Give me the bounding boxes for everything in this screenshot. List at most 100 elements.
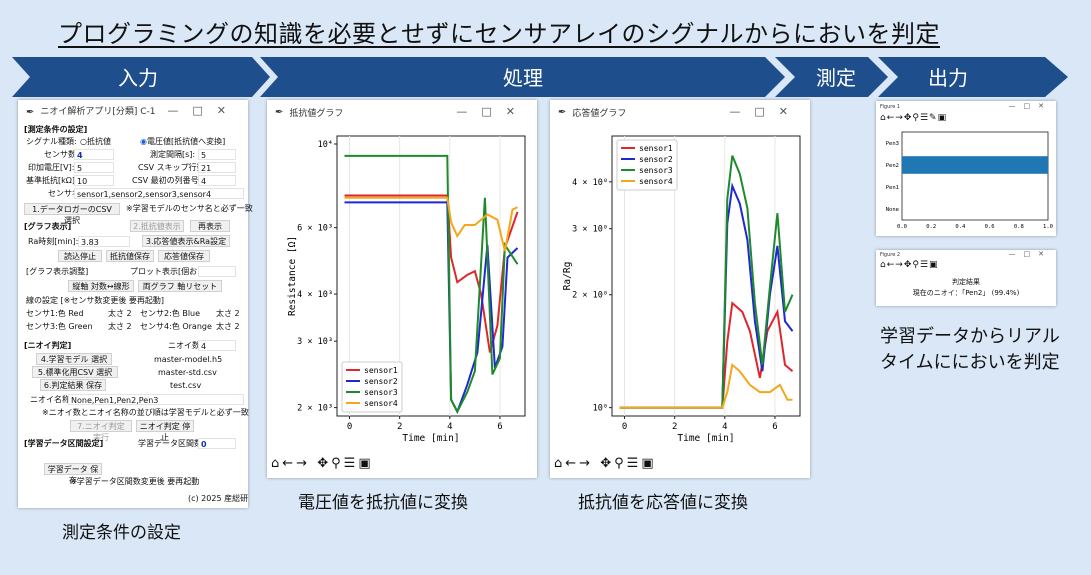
save-result-button[interactable]: 6.判定結果 保存	[40, 379, 106, 391]
stop-read-button[interactable]: 読込停止	[58, 250, 102, 262]
save-icon[interactable]: ▣	[937, 113, 948, 123]
redraw-button[interactable]: 再表示	[190, 220, 230, 232]
sensor1-width-field[interactable]: 太さ 2	[106, 308, 136, 319]
sensor2-color-field[interactable]: センサ2:色 Blue	[138, 308, 208, 319]
pan-icon[interactable]: ✥	[903, 260, 913, 270]
run-judge-button[interactable]: 7.ニオイ判定 実行	[70, 420, 132, 442]
series-line-sensor4	[344, 196, 518, 252]
sensor-names-field[interactable]: sensor1,sensor2,sensor3,sensor4	[74, 188, 244, 199]
plot-toolbar[interactable]: ⌂←→ ✥⚲☰▣	[271, 456, 374, 471]
app-titlebar: ✒ ニオイ解析アプリ[分類] C-1 —□✕	[18, 100, 248, 124]
home-icon[interactable]: ⌂	[271, 456, 283, 471]
line-setting-label: 線の設定 [※センサ数変更後 要再起動]	[26, 296, 165, 305]
plot-toolbar[interactable]: ⌂←→✥⚲☰▣	[880, 260, 939, 270]
response-show-button[interactable]: 3.応答値表示&Ra設定	[142, 235, 230, 247]
settings-icon[interactable]: ☰	[919, 260, 930, 270]
series-line-sensor1	[619, 301, 794, 409]
save-resist-button[interactable]: 抵抗値保存	[106, 250, 154, 262]
window-controls[interactable]: —□✕	[729, 105, 802, 118]
forward-icon[interactable]: →	[296, 456, 311, 471]
back-icon[interactable]: ←	[886, 113, 896, 123]
settings-icon[interactable]: ☰	[919, 113, 930, 123]
zoom-icon[interactable]: ⚲	[912, 260, 920, 270]
vert-axis-toggle-button[interactable]: 縦軸 対数↔線形	[68, 280, 134, 292]
sensor1-color-field[interactable]: センサ1:色 Red	[24, 308, 104, 319]
bar-category-label: None	[886, 207, 899, 213]
bar-category-label: Pen2	[886, 163, 899, 169]
y-tick-label: 3 × 10³	[297, 337, 333, 347]
bar-x-tick-label: 0.4	[955, 224, 966, 230]
sensor3-color-field[interactable]: センサ3:色 Green	[24, 321, 104, 332]
forward-icon[interactable]: →	[579, 456, 594, 471]
voltage-field[interactable]: 5	[74, 162, 114, 173]
ra-time-label: Ra時刻[min]:	[28, 237, 79, 246]
save-icon[interactable]: ▣	[929, 260, 939, 270]
zoom-icon[interactable]: ⚲	[331, 456, 344, 471]
copyright: (c) 2025 産総研	[188, 494, 249, 503]
zoom-icon[interactable]: ⚲	[614, 456, 627, 471]
odor-names-field[interactable]: None,Pen1,Pen2,Pen3	[68, 394, 244, 405]
back-icon[interactable]: ←	[282, 456, 297, 471]
edit-icon[interactable]: ✎	[929, 113, 938, 123]
select-model-button[interactable]: 4.学習モデル 選択	[36, 353, 112, 365]
legend-label-sensor2: sensor2	[364, 377, 398, 386]
settings-icon[interactable]: ☰	[626, 456, 642, 471]
radio-voltage[interactable]: ◉電圧値[抵抗値へ変換]	[140, 137, 226, 146]
col-field[interactable]: 4	[198, 175, 236, 186]
sensor-note: ※学習モデルのセンサ名と必ず一致	[126, 204, 253, 213]
forward-icon[interactable]: →	[895, 260, 904, 270]
x-tick-label: 4	[722, 422, 727, 432]
result-title: Figure 2	[880, 252, 901, 258]
response-window: ✒ 応答値グラフ —□✕ 0 2 4 6 10⁰ 2 × 10⁰ 3 × 10⁰ 4 × 10…	[550, 100, 810, 478]
learn-count-field[interactable]: 0	[198, 438, 236, 449]
bar-category-label: Pen1	[886, 185, 899, 191]
forward-icon[interactable]: →	[895, 113, 904, 123]
home-icon[interactable]: ⌂	[554, 456, 566, 471]
app-title: ニオイ解析アプリ[分類] C-1	[40, 106, 156, 117]
save-learn-button[interactable]: 学習データ 保存	[44, 463, 102, 485]
resist-show-button[interactable]: 2.抵抗値表示	[130, 220, 184, 232]
window-controls[interactable]: —□✕	[456, 105, 529, 118]
axis-reset-button[interactable]: 両グラフ 軸リセット	[138, 280, 222, 292]
window-controls[interactable]: —□✕	[1008, 102, 1052, 110]
plot-toolbar[interactable]: ⌂←→✥⚲☰✎▣	[880, 113, 947, 123]
sensor2-width-field[interactable]: 太さ 2	[214, 308, 244, 319]
save-icon[interactable]: ▣	[358, 456, 374, 471]
plot-toolbar[interactable]: ⌂←→ ✥⚲☰▣	[554, 456, 657, 471]
back-icon[interactable]: ←	[886, 260, 896, 270]
col-label: CSV 最初の列番号:	[132, 176, 202, 185]
sensor4-color-field[interactable]: センサ4:色 Orange	[138, 321, 212, 332]
pan-icon[interactable]: ✥	[317, 456, 332, 471]
window-controls[interactable]: —□✕	[1008, 250, 1052, 258]
odor-bar-chart: Pen3 Pen2 Pen1 None 0.0 0.2 0.4 0.6 0.8 1.0	[886, 131, 1053, 230]
select-csv-button[interactable]: 1.データロガーのCSV 選択	[24, 203, 120, 225]
pan-icon[interactable]: ✥	[600, 456, 615, 471]
plot-interval-field[interactable]	[198, 266, 236, 277]
radio-off-icon: ○	[80, 137, 87, 146]
ra-time-field[interactable]: 3.83	[78, 236, 130, 247]
save-icon[interactable]: ▣	[641, 456, 657, 471]
sensor3-width-field[interactable]: 太さ 2	[106, 321, 136, 332]
odor-count-label: ニオイ数:	[168, 341, 203, 350]
zoom-icon[interactable]: ⚲	[912, 113, 920, 123]
stop-judge-button[interactable]: ニオイ判定 停止	[136, 420, 194, 442]
interval-field[interactable]: 5	[198, 149, 236, 160]
arrow-process	[260, 57, 785, 97]
result-line: 現在のニオイ：「Pen2」 (99.4%)	[912, 289, 1020, 297]
home-icon[interactable]: ⌂	[880, 113, 887, 123]
skip-field[interactable]: 21	[198, 162, 236, 173]
sensor-count-field[interactable]: 4	[74, 149, 114, 160]
odor-count-field[interactable]: 4	[198, 340, 236, 351]
radio-resistance[interactable]: ○抵抗値	[80, 137, 111, 146]
sensor4-width-field[interactable]: 太さ 2	[214, 321, 244, 332]
window-controls[interactable]: —□✕	[167, 104, 240, 117]
home-icon[interactable]: ⌂	[880, 260, 887, 270]
settings-icon[interactable]: ☰	[343, 456, 359, 471]
bar-x-tick-label: 0.6	[985, 224, 995, 230]
ref-resist-field[interactable]: 10	[74, 175, 114, 186]
pan-icon[interactable]: ✥	[903, 113, 913, 123]
select-std-button[interactable]: 5.標準化用CSV 選択	[32, 366, 118, 378]
save-response-button[interactable]: 応答値保存	[158, 250, 210, 262]
back-icon[interactable]: ←	[565, 456, 580, 471]
model-file-label: master-model.h5	[154, 355, 223, 364]
